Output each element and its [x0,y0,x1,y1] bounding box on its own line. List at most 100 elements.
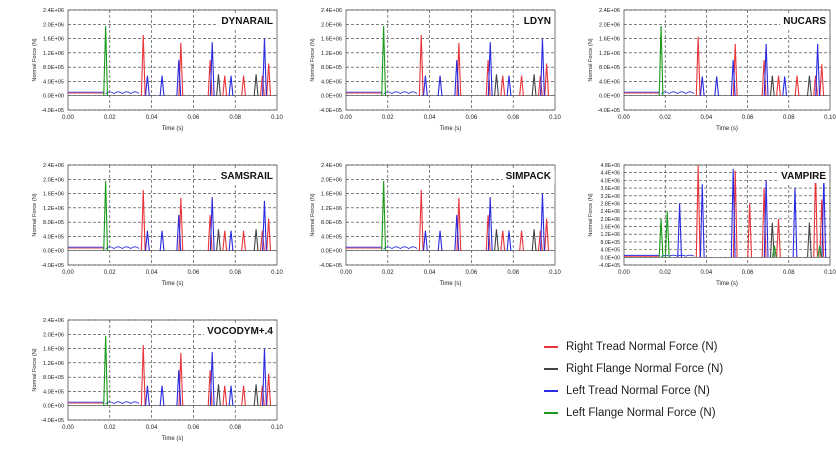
force-peak [771,245,777,258]
y-tick-label: 8.0E+05 [43,65,64,71]
x-tick-label: 0.10 [549,115,561,121]
x-axis-label: Time (s) [162,126,184,132]
force-peak [664,211,670,258]
force-peak [806,75,812,96]
force-peak [658,218,664,258]
y-tick-label: 8.0E+05 [43,220,64,226]
force-peak [140,189,146,251]
y-tick-label: 0.0E+00 [601,255,621,261]
force-peak [494,229,499,251]
force-peak [228,75,234,96]
force-peak [262,38,267,96]
y-tick-label: 4.0E+05 [43,389,64,395]
force-peak [209,352,215,406]
y-tick-label: 4.8E+06 [601,163,621,169]
chart-title: VAMPIRE [781,171,826,182]
legend-item: Right Flange Normal Force (N) [536,358,746,380]
chart-title-bg [204,325,277,338]
y-tick-label: 4.0E+05 [321,79,342,85]
force-peak [241,385,246,406]
legend-label: Left Tread Normal Force (N) [566,385,710,397]
x-tick-label: 0.10 [271,115,283,121]
force-peak [531,229,537,251]
x-tick-label: 0.10 [271,425,283,431]
y-tick-label: 4.0E+05 [601,248,621,254]
force-peak [266,63,272,96]
force-peak [819,64,825,96]
x-tick-label: 0.02 [382,115,394,121]
left-tread-oscillation [660,91,695,95]
force-peak [540,193,545,251]
x-tick-label: 0.00 [62,270,74,276]
force-peak [159,385,165,406]
y-axis-label: Normal Force (N) [310,193,316,236]
y-tick-label: 4.0E+05 [43,79,64,85]
force-peak [763,180,769,258]
x-tick-label: 0.00 [62,115,74,121]
force-peak [714,76,720,96]
x-axis-label: Time (s) [162,436,184,442]
chart-title-bg [217,170,276,183]
force-peak [537,75,543,96]
force-peak [253,74,259,96]
x-tick-label: 0.04 [146,115,158,121]
force-peak [437,75,443,96]
force-peak [176,214,182,251]
x-tick-label: 0.02 [659,270,671,276]
y-tick-label: 2.4E+06 [321,8,342,14]
y-axis-label: Normal Force (N) [32,38,38,81]
x-tick-label: 0.06 [742,115,754,121]
force-peak [259,385,265,406]
force-peak [487,197,493,251]
force-peak [228,230,234,251]
x-tick-label: 0.02 [104,270,116,276]
x-tick-label: 0.06 [188,270,200,276]
force-peak [519,230,524,251]
x-tick-label: 0.02 [104,115,116,121]
y-tick-label: 3.6E+06 [601,186,621,192]
chart-title-bg [780,15,830,28]
y-tick-label: 2.0E+06 [43,22,64,28]
x-tick-label: 0.00 [340,270,352,276]
force-peak [730,168,736,258]
y-tick-label: -4.0E+05 [597,108,620,114]
force-peak [485,214,491,251]
y-axis-label: Normal Force (N) [310,38,316,81]
force-peak [813,75,818,96]
force-peak [228,385,234,406]
y-tick-label: -4.0E+05 [599,263,620,269]
force-peak [454,59,460,96]
chart-title-bg [502,170,555,183]
force-peak [381,181,387,251]
legend-label: Right Tread Normal Force (N) [566,341,718,353]
force-peak [241,230,246,251]
force-peak [216,384,221,406]
force-peak [253,384,259,406]
force-peak [699,76,705,96]
y-tick-label: 2.0E+06 [43,332,64,338]
legend-swatch [544,390,558,392]
force-peak [540,38,545,96]
y-tick-label: -4.0E+05 [319,108,342,114]
x-tick-label: 0.10 [824,270,836,276]
x-tick-label: 0.04 [701,270,713,276]
force-peak [763,43,769,96]
y-tick-label: 2.4E+06 [43,318,64,324]
x-axis-label: Time (s) [440,126,462,132]
left-tread-oscillation [105,401,140,405]
force-peak [782,76,788,96]
force-peak [544,63,550,96]
y-tick-label: 2.8E+06 [601,201,621,207]
x-tick-label: 0.04 [424,270,436,276]
chart-panel-vampire: -4.0E+05 0.0E+004.0E+05 8.0E+05 1.2E+061.6E… [588,163,836,287]
force-peak [769,75,775,96]
force-peak [500,75,506,96]
y-tick-label: -4.0E+05 [41,263,64,269]
chart-title-bg [778,170,830,183]
x-tick-label: 0.06 [188,425,200,431]
legend-item: Left Tread Normal Force (N) [536,380,746,402]
force-peak [519,75,524,96]
force-peak [776,218,781,258]
force-peak [485,59,491,96]
x-tick-label: 0.08 [507,115,519,121]
